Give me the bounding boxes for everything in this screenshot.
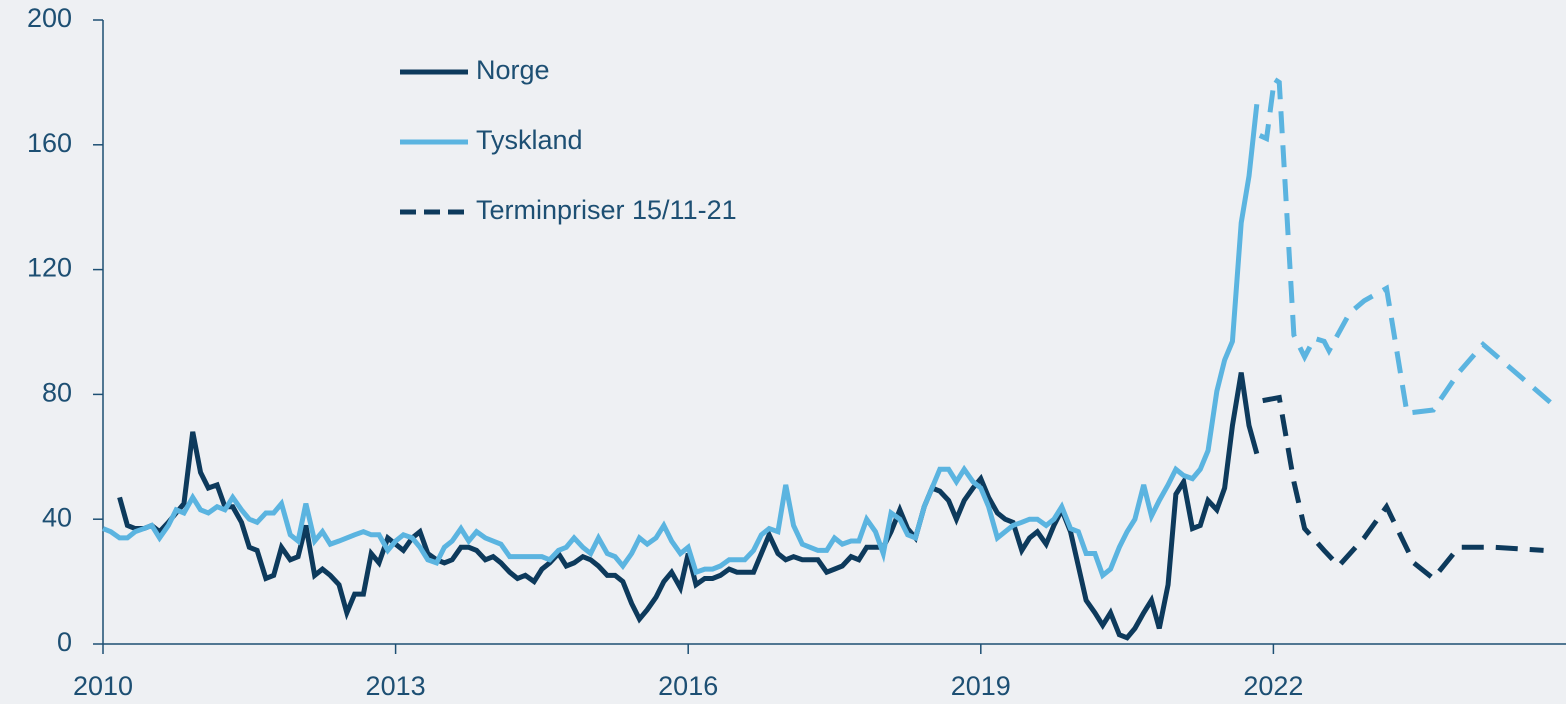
legend-label: Norge <box>476 55 550 85</box>
y-tick-label: 160 <box>27 128 72 158</box>
series-line <box>1258 75 1561 416</box>
y-tick-label: 200 <box>27 3 72 33</box>
x-tick-label: 2016 <box>658 671 718 701</box>
y-tick-label: 120 <box>27 253 72 283</box>
y-tick-label: 0 <box>57 627 72 657</box>
y-tick-label: 40 <box>42 502 72 532</box>
series-line <box>102 103 1260 580</box>
series-line <box>1262 394 1544 582</box>
y-tick-label: 80 <box>42 378 72 408</box>
x-tick-label: 2010 <box>73 671 133 701</box>
x-tick-label: 2013 <box>366 671 426 701</box>
x-tick-label: 2022 <box>1243 671 1303 701</box>
series-line <box>117 372 1260 641</box>
legend-label: Terminpriser 15/11-21 <box>476 195 737 225</box>
legend-label: Tyskland <box>476 125 583 155</box>
x-tick-label: 2019 <box>951 671 1011 701</box>
